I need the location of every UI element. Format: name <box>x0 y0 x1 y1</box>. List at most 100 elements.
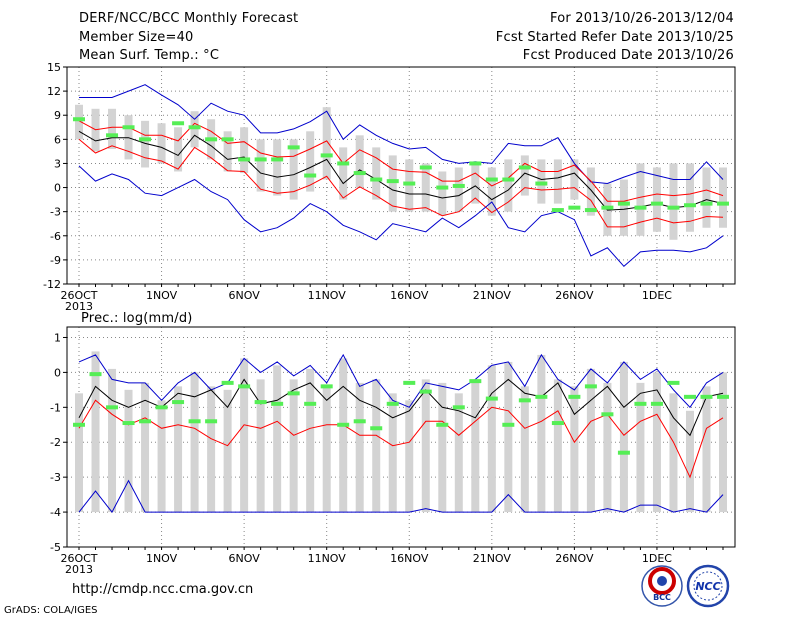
y-tick-label: -2 <box>50 436 61 449</box>
observed-marker <box>551 421 564 426</box>
x-tick-label: 1NOV <box>146 289 178 302</box>
observed-marker <box>73 117 85 122</box>
spread-box <box>438 382 447 513</box>
observed-marker <box>717 201 729 206</box>
spread-box <box>141 120 150 168</box>
spread-box <box>289 379 298 513</box>
spread-box <box>537 159 546 204</box>
spread-box <box>636 163 645 236</box>
observed-marker <box>683 394 696 399</box>
source-url[interactable]: http://cmdp.ncc.cma.gov.cn <box>72 582 254 597</box>
spread-box <box>405 400 414 513</box>
spread-box <box>504 361 513 513</box>
observed-marker <box>403 181 416 186</box>
observed-marker <box>436 422 449 427</box>
observed-marker <box>221 380 234 385</box>
spread-box <box>190 111 199 148</box>
observed-marker <box>436 185 449 190</box>
observed-marker <box>634 401 647 406</box>
ncc-logo: NCC <box>686 564 730 608</box>
y-tick-label: -5 <box>50 541 61 554</box>
observed-marker <box>287 145 300 150</box>
observed-marker <box>650 201 663 206</box>
observed-marker <box>188 125 201 130</box>
spread-box <box>702 386 711 513</box>
observed-marker <box>238 157 251 162</box>
observed-marker <box>683 203 696 208</box>
spread-box <box>405 159 414 212</box>
y-tick-label: -12 <box>43 278 61 291</box>
spread-box <box>586 167 595 216</box>
spread-box <box>421 379 430 513</box>
observed-marker <box>584 384 597 389</box>
y-tick-label: 15 <box>47 61 61 74</box>
series-line-upper <box>78 399 724 479</box>
observed-marker <box>370 426 383 431</box>
observed-marker <box>469 161 482 166</box>
y-tick-label: -4 <box>50 506 61 519</box>
y-tick-label: 0 <box>54 366 61 379</box>
spread-box <box>553 159 562 204</box>
spread-box <box>75 104 83 140</box>
x-tick-label: 11NOV <box>308 289 347 302</box>
spread-box <box>619 179 628 236</box>
observed-marker <box>518 165 531 170</box>
observed-marker <box>254 400 267 405</box>
series-line-max <box>79 84 724 185</box>
spread-box <box>339 358 348 513</box>
spread-box <box>586 368 595 513</box>
y-tick-label: -3 <box>50 206 61 219</box>
observed-marker <box>568 205 581 210</box>
spread-box <box>75 393 83 513</box>
series-line-lower <box>78 138 724 228</box>
spread-box <box>603 382 612 513</box>
spread-box <box>306 131 315 192</box>
observed-marker <box>452 183 465 188</box>
observed-marker <box>535 394 548 399</box>
observed-marker <box>221 137 234 142</box>
observed-marker <box>551 208 564 213</box>
observed-marker <box>320 153 333 158</box>
x-tick-label: 26NOV <box>555 552 594 565</box>
spread-box <box>520 155 529 196</box>
observed-marker <box>601 205 614 210</box>
observed-marker <box>122 125 135 130</box>
observed-marker <box>617 450 630 455</box>
observed-marker <box>584 208 597 213</box>
observed-marker <box>617 201 630 206</box>
series-line-min <box>78 165 724 268</box>
observed-marker <box>337 422 350 427</box>
observed-marker <box>106 405 119 410</box>
x-tick-label: 26NOV <box>555 289 594 302</box>
y-tick-label: 9 <box>54 109 61 122</box>
plot-frame <box>66 326 736 548</box>
spread-box <box>339 147 348 200</box>
spread-box <box>91 351 100 513</box>
observed-marker <box>403 380 416 385</box>
observed-marker <box>634 205 647 210</box>
observed-marker <box>700 394 713 399</box>
spread-box <box>388 155 397 212</box>
spread-box <box>108 108 117 149</box>
spread-box <box>454 393 463 513</box>
spread-box <box>174 127 183 172</box>
grads-credit: GrADS: COLA/IGES <box>4 605 98 616</box>
spread-box <box>256 379 265 513</box>
spread-box <box>157 400 166 513</box>
observed-marker <box>188 419 201 424</box>
spread-box <box>520 386 529 513</box>
observed-marker <box>89 372 102 377</box>
spread-box <box>553 379 562 513</box>
x-tick-label: 21NOV <box>473 552 512 565</box>
spread-box <box>471 382 480 513</box>
spread-box <box>669 163 678 240</box>
observed-marker <box>271 401 284 406</box>
bcc-logo: BCC <box>641 565 683 607</box>
series-line-min <box>78 479 724 514</box>
spread-box <box>388 393 397 513</box>
bcc-logo-text: BCC <box>653 593 671 602</box>
observed-marker <box>353 171 366 176</box>
member-size-label: Member Size=40 <box>79 30 194 45</box>
spread-box <box>685 163 694 232</box>
